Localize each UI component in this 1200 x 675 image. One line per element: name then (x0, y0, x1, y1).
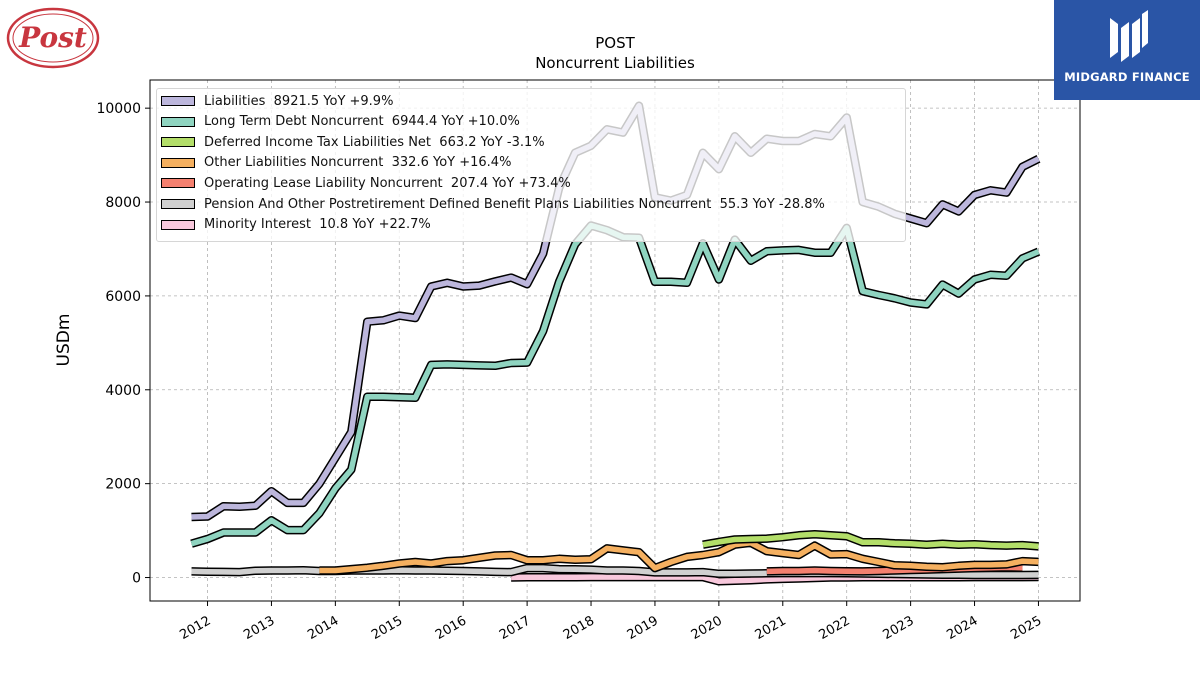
legend-label: Liabilities 8921.5 YoY +9.9% (204, 93, 394, 109)
legend-item: Liabilities 8921.5 YoY +9.9% (161, 91, 393, 111)
legend-item: Operating Lease Liability Noncurrent 207… (161, 173, 571, 193)
legend-label: Operating Lease Liability Noncurrent 207… (204, 175, 571, 191)
legend-swatch (161, 96, 195, 106)
post-logo-text: Post (18, 21, 87, 54)
y-tick-label: 4000 (105, 383, 141, 399)
legend-swatch (161, 137, 195, 148)
legend-label: Minority Interest 10.8 YoY +22.7% (204, 217, 431, 233)
legend-label: Other Liabilities Noncurrent 332.6 YoY +… (204, 155, 512, 171)
x-tick-label: 2019 (625, 613, 661, 643)
legend-swatch (161, 116, 195, 127)
y-axis-label: USDm (54, 314, 74, 367)
legend-item: Other Liabilities Noncurrent 332.6 YoY +… (161, 153, 511, 173)
x-tick-label: 2020 (689, 613, 725, 643)
x-tick-label: 2023 (880, 613, 916, 643)
x-tick-label: 2016 (433, 613, 469, 643)
legend-label: Pension And Other Postretirement Defined… (204, 196, 825, 212)
series-line-other-liabilities-noncurrent (319, 540, 1039, 574)
y-tick-label: 8000 (105, 195, 141, 211)
legend-label: Deferred Income Tax Liabilities Net 663.… (204, 134, 545, 150)
series-outline-long-term-debt-noncurrent (190, 221, 1041, 548)
legend-item: Deferred Income Tax Liabilities Net 663.… (161, 132, 545, 152)
x-tick-label: 2015 (369, 613, 405, 643)
legend-label: Long Term Debt Noncurrent 6944.4 YoY +10… (204, 114, 520, 130)
series-line-deferred-income-tax-liabilities-net (702, 531, 1039, 550)
series-line-long-term-debt-noncurrent (190, 222, 1040, 547)
chart-legend: Liabilities 8921.5 YoY +9.9% Long Term De… (156, 88, 906, 242)
legend-swatch (161, 199, 195, 209)
x-tick-label: 2018 (561, 613, 597, 643)
x-tick-label: 2025 (1008, 613, 1044, 643)
y-tick-label: 6000 (105, 289, 141, 305)
x-tick-label: 2017 (497, 613, 533, 643)
legend-swatch (161, 178, 195, 189)
midgard-finance-brand: MIDGARD FINANCE (1054, 0, 1200, 100)
legend-swatch (161, 157, 195, 168)
x-tick-label: 2022 (817, 613, 853, 643)
y-tick-label: 10000 (96, 101, 141, 117)
x-tick-label: 2012 (177, 613, 213, 643)
midgard-finance-text: MIDGARD FINANCE (1064, 70, 1190, 84)
x-tick-label: 2024 (944, 613, 980, 643)
legend-swatch (161, 219, 195, 230)
x-tick-label: 2013 (241, 613, 277, 643)
x-tick-label: 2014 (305, 613, 341, 643)
chart-subtitle: Noncurrent Liabilities (535, 54, 695, 72)
legend-item: Minority Interest 10.8 YoY +22.7% (161, 215, 431, 235)
x-tick-label: 2021 (753, 613, 789, 643)
y-tick-label: 0 (132, 571, 141, 587)
plot-frame (149, 79, 1081, 602)
midgard-emblem-icon (1110, 10, 1148, 62)
legend-item: Pension And Other Postretirement Defined… (161, 194, 825, 214)
post-logo: Post (6, 6, 102, 70)
chart-title: POST (595, 34, 635, 52)
y-tick-label: 2000 (105, 477, 141, 493)
legend-item: Long Term Debt Noncurrent 6944.4 YoY +10… (161, 112, 520, 132)
